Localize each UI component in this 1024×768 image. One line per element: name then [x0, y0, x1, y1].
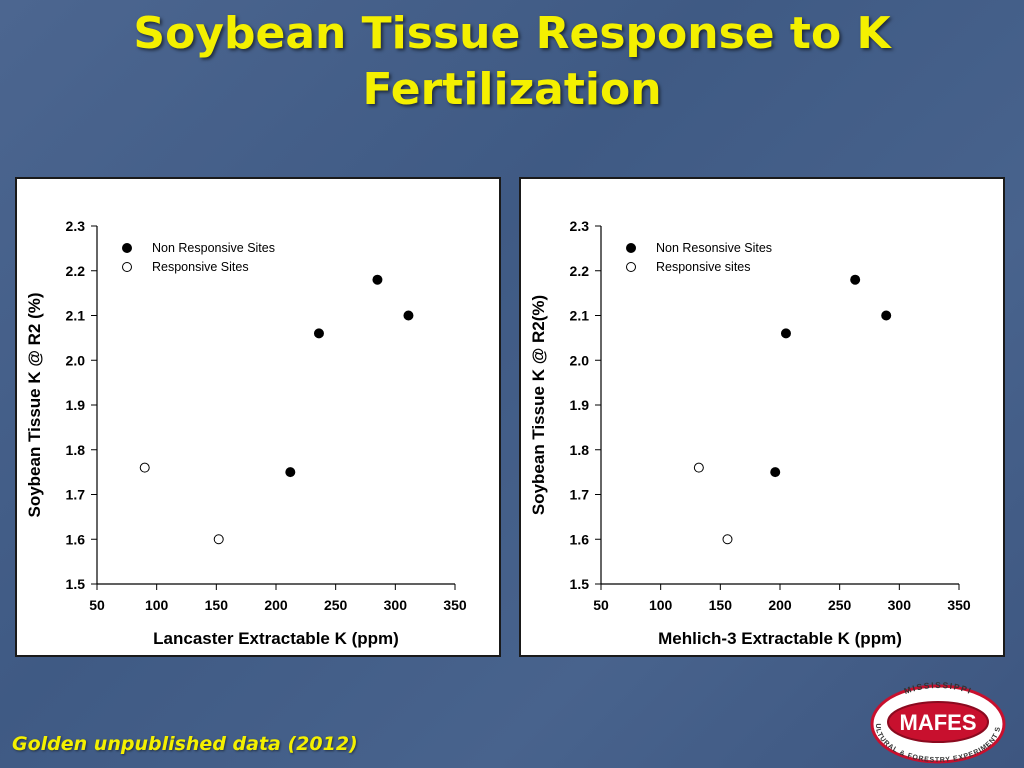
slide-title: Soybean Tissue Response to K Fertilizati…: [0, 6, 1024, 118]
y-tick-label: 1.8: [570, 442, 590, 458]
y-tick-label: 1.9: [66, 397, 86, 413]
y-tick-label: 2.0: [66, 352, 86, 368]
y-tick-label: 2.2: [66, 263, 86, 279]
x-tick-label: 250: [828, 597, 852, 613]
y-axis-label: Soybean Tissue K @ R2 (%): [25, 292, 44, 517]
y-tick-label: 1.6: [570, 531, 590, 547]
legend-marker: [122, 243, 132, 253]
y-tick-label: 1.7: [66, 487, 86, 503]
legend-label: Responsive sites: [656, 260, 751, 274]
y-tick-label: 1.5: [570, 576, 590, 592]
x-tick-label: 150: [709, 597, 733, 613]
x-tick-label: 150: [205, 597, 229, 613]
x-tick-label: 200: [768, 597, 792, 613]
data-point-responsive: [213, 534, 224, 545]
data-point-non-responsive: [285, 467, 296, 478]
scatter-chart-mehlich: 1.5 1.6 1.7 1.8 1.9 2.0 2.1 2.2 2.3 50 100 150 200 25…: [529, 218, 971, 648]
x-tick-label: 300: [888, 597, 912, 613]
x-tick-label: 350: [947, 597, 971, 613]
legend-label: Non Responsive Sites: [152, 241, 275, 255]
x-tick-label: 50: [593, 597, 609, 613]
data-point-responsive: [693, 462, 704, 473]
data-point-responsive: [722, 534, 733, 545]
x-tick-label: 250: [324, 597, 348, 613]
data-point-non-responsive: [313, 328, 324, 339]
y-tick-label: 2.3: [66, 218, 86, 234]
chart-panel-lancaster: 1.5 1.6 1.7 1.8 1.9 2.0 2.1 2.2 2.3 50 100 150 200 25…: [15, 177, 501, 657]
y-tick-label: 2.1: [570, 308, 590, 324]
data-source-footer: Golden unpublished data (2012): [12, 733, 358, 755]
legend-marker: [626, 262, 636, 272]
y-tick-label: 2.2: [570, 263, 590, 279]
y-tick-label: 2.0: [570, 352, 590, 368]
y-axis-label: Soybean Tissue K @ R2(%): [529, 295, 548, 515]
chart-panel-mehlich: 1.5 1.6 1.7 1.8 1.9 2.0 2.1 2.2 2.3 50 100 150 200 25…: [519, 177, 1005, 657]
legend-label: Responsive Sites: [152, 260, 249, 274]
y-tick-label: 1.9: [570, 397, 590, 413]
x-tick-label: 50: [89, 597, 105, 613]
data-point-non-responsive: [850, 274, 861, 285]
title-line-1: Soybean Tissue Response to K: [133, 8, 891, 59]
x-tick-label: 100: [145, 597, 169, 613]
y-tick-label: 1.7: [570, 487, 590, 503]
data-point-non-responsive: [403, 310, 414, 321]
y-tick-label: 1.5: [66, 576, 86, 592]
legend-marker: [122, 262, 132, 272]
x-tick-label: 100: [649, 597, 673, 613]
scatter-chart-lancaster: 1.5 1.6 1.7 1.8 1.9 2.0 2.1 2.2 2.3 50 100 150 200 25…: [25, 218, 467, 648]
legend-label: Non Resonsive Sites: [656, 241, 772, 255]
y-tick-label: 1.6: [66, 531, 86, 547]
logo-name: MAFES: [900, 710, 977, 735]
data-point-non-responsive: [770, 467, 781, 478]
x-tick-label: 300: [384, 597, 408, 613]
title-line-2: Fertilization: [362, 64, 662, 115]
x-tick-label: 200: [264, 597, 288, 613]
legend-marker: [626, 243, 636, 253]
data-point-non-responsive: [780, 328, 791, 339]
data-point-non-responsive: [881, 310, 892, 321]
y-tick-label: 2.1: [66, 308, 86, 324]
data-point-non-responsive: [372, 274, 383, 285]
y-tick-label: 1.8: [66, 442, 86, 458]
y-tick-label: 2.3: [570, 218, 590, 234]
mafes-logo: MISSISSIPPI MAFES AGRICULTURAL & FORESTR…: [862, 682, 1006, 764]
data-point-responsive: [139, 462, 150, 473]
x-axis-label: Lancaster Extractable K (ppm): [153, 629, 399, 648]
x-tick-label: 350: [443, 597, 467, 613]
x-axis-label: Mehlich-3 Extractable K (ppm): [658, 629, 902, 648]
